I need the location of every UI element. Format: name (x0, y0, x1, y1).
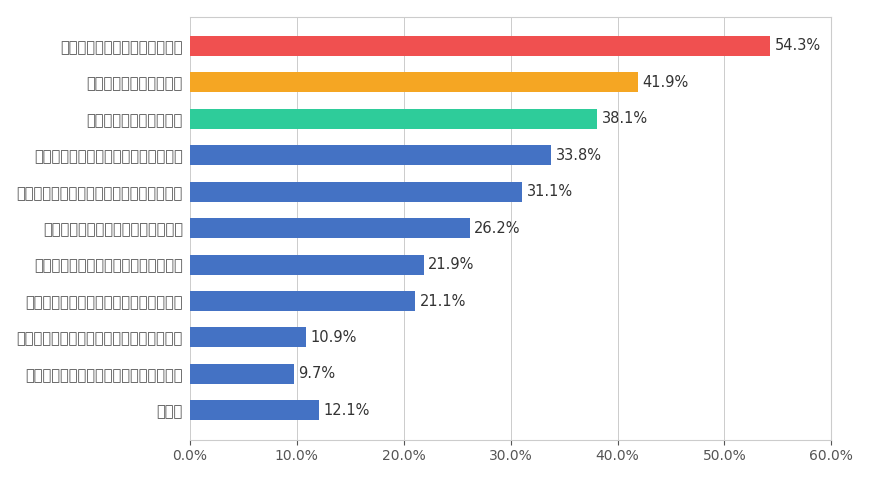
Text: 12.1%: 12.1% (323, 403, 369, 418)
Text: 9.7%: 9.7% (297, 366, 335, 382)
Bar (189, 218, 469, 238)
Bar (189, 145, 551, 165)
Text: 26.2%: 26.2% (474, 221, 521, 236)
Text: 10.9%: 10.9% (310, 330, 356, 345)
Bar (189, 291, 415, 311)
Bar (189, 72, 637, 92)
Text: 21.9%: 21.9% (428, 257, 474, 272)
Bar (189, 181, 521, 202)
Bar (189, 36, 770, 56)
Bar (189, 364, 293, 384)
Text: 31.1%: 31.1% (526, 184, 572, 199)
Text: 41.9%: 41.9% (641, 75, 687, 90)
Text: 38.1%: 38.1% (600, 111, 647, 126)
Text: 54.3%: 54.3% (773, 38, 820, 53)
Bar (189, 109, 596, 129)
Bar (189, 327, 306, 348)
Bar (189, 254, 423, 275)
Text: 21.1%: 21.1% (419, 294, 466, 309)
Bar (189, 400, 319, 420)
Text: 33.8%: 33.8% (555, 148, 600, 163)
